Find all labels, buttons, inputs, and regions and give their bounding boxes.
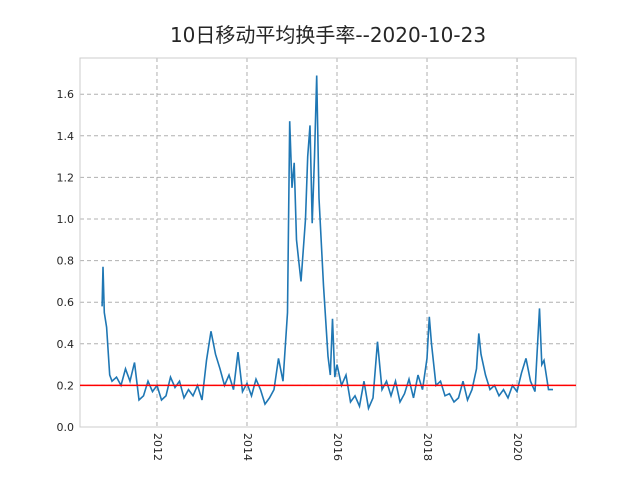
x-tick-label: 2014 bbox=[241, 433, 254, 461]
y-tick-label: 1.6 bbox=[57, 88, 75, 101]
y-tick-label: 0.4 bbox=[57, 338, 75, 351]
plot-frame bbox=[79, 57, 577, 428]
data-line bbox=[101, 75, 553, 412]
y-tick-label: 0.6 bbox=[57, 296, 75, 309]
x-tick-label: 2018 bbox=[421, 433, 434, 461]
x-tick-label: 2020 bbox=[511, 433, 524, 461]
y-tick-label: 0.2 bbox=[57, 379, 75, 392]
x-tick-label: 2012 bbox=[151, 433, 164, 461]
y-tick-label: 1.2 bbox=[57, 171, 75, 184]
y-tick-label: 1.4 bbox=[57, 130, 75, 143]
y-tick-label: 0.0 bbox=[57, 421, 75, 434]
y-tick-label: 0.8 bbox=[57, 255, 75, 268]
y-tick-label: 1.0 bbox=[57, 213, 75, 226]
chart-title: 10日移动平均换手率--2020-10-23 bbox=[170, 23, 486, 47]
x-tick-label: 2016 bbox=[331, 433, 344, 461]
